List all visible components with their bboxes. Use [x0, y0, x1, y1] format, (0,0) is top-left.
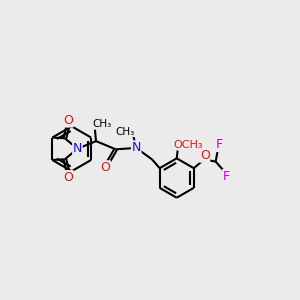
Text: O: O [100, 161, 110, 174]
Text: F: F [215, 138, 223, 152]
Text: OCH₃: OCH₃ [174, 140, 203, 150]
Text: O: O [63, 114, 73, 127]
Text: N: N [73, 142, 82, 155]
Text: CH₃: CH₃ [93, 119, 112, 129]
Text: O: O [200, 149, 210, 162]
Text: N: N [132, 141, 141, 154]
Text: F: F [223, 169, 230, 183]
Text: CH₃: CH₃ [116, 127, 135, 136]
Text: O: O [63, 171, 73, 184]
